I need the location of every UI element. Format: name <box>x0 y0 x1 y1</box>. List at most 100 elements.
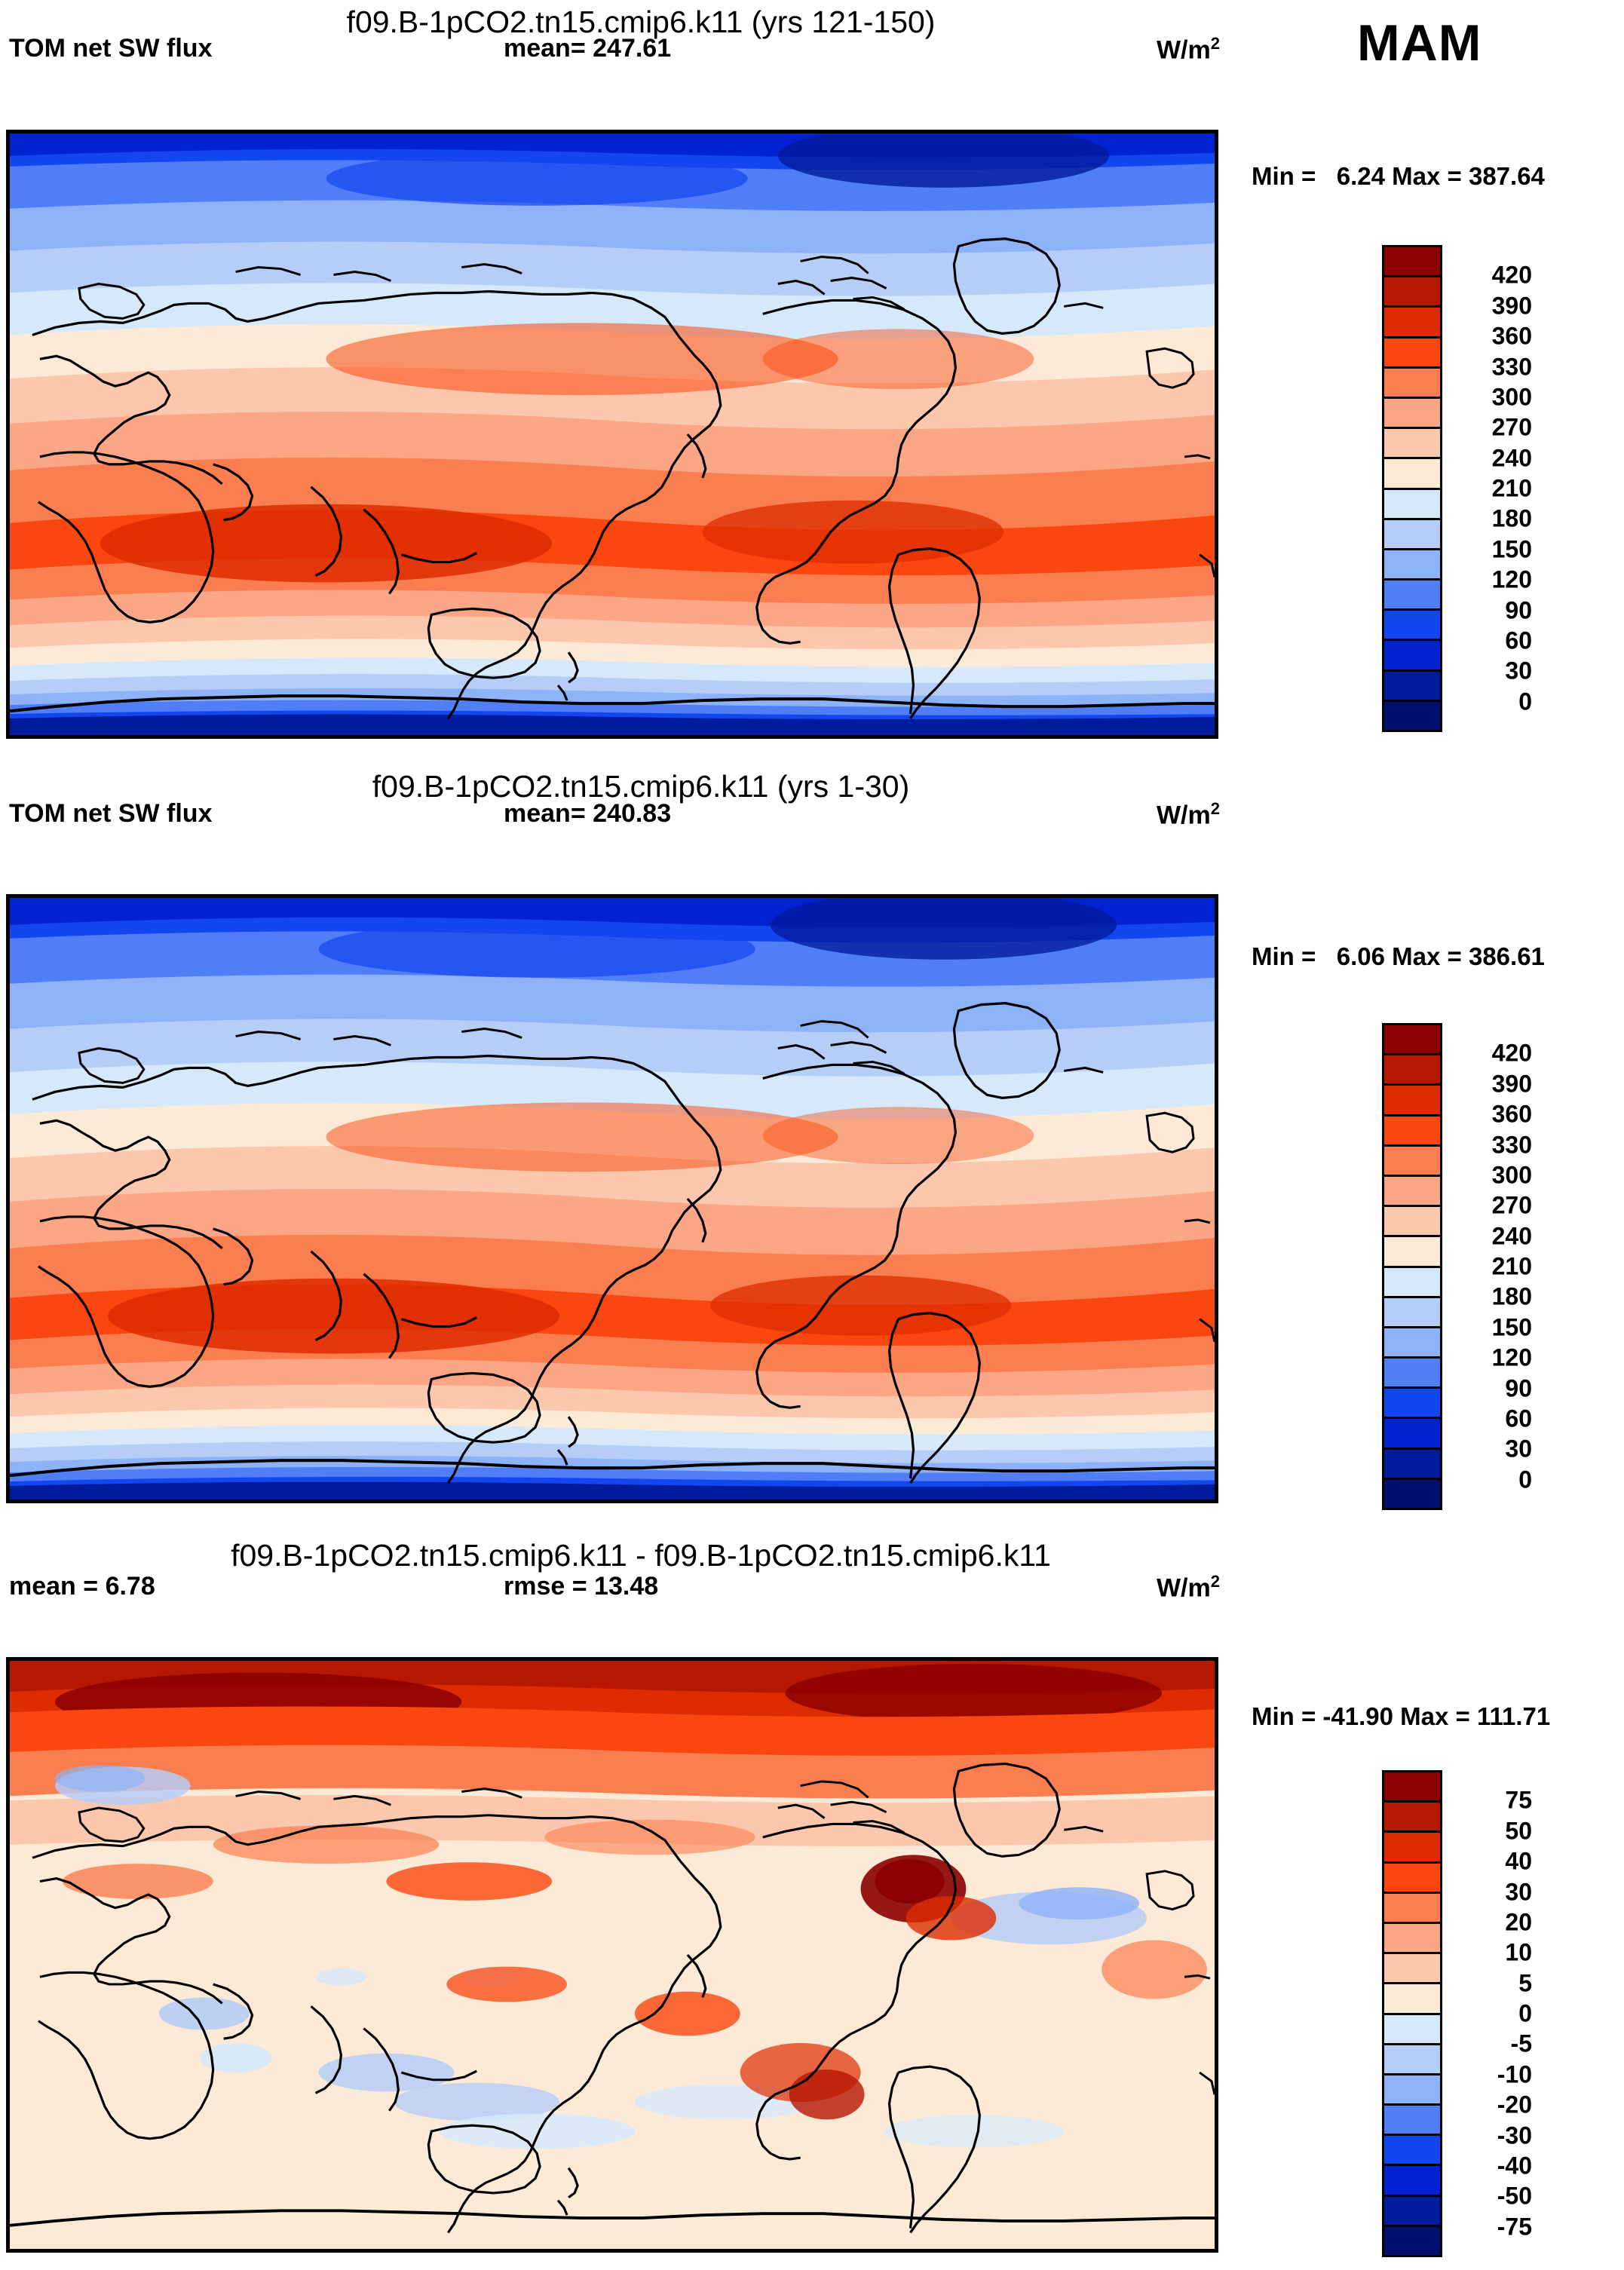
colorbar-swatch <box>1384 1449 1440 1480</box>
colorbar-tick-label: 10 <box>1505 1938 1532 1966</box>
colorbar-swatch <box>1384 429 1440 460</box>
colorbar-swatch <box>1384 581 1440 611</box>
colorbar-tick-label: 20 <box>1505 1908 1532 1936</box>
colorbar-swatch <box>1384 338 1440 369</box>
panel-1-contours <box>10 133 1215 735</box>
panel-3-units-label: W/m2 <box>1156 1572 1220 1603</box>
colorbar-swatch <box>1384 641 1440 672</box>
colorbar-swatch <box>1384 1146 1440 1177</box>
colorbar-tick-label: 75 <box>1505 1786 1532 1814</box>
colorbar-swatch <box>1384 368 1440 399</box>
colorbar-tick-label: -30 <box>1497 2121 1532 2149</box>
colorbar-tick-label: 300 <box>1491 383 1532 411</box>
colorbar-swatch <box>1384 1116 1440 1147</box>
panel-3-contours <box>10 1661 1215 2249</box>
colorbar-tick-label: 390 <box>1491 1070 1532 1098</box>
panel-1-field-label: TOM net SW flux <box>9 34 213 63</box>
colorbar-tick-label: 40 <box>1505 1847 1532 1875</box>
colorbar-swatch <box>1384 1419 1440 1450</box>
colorbar-swatch <box>1384 1833 1440 1864</box>
colorbar-swatch <box>1384 1328 1440 1359</box>
colorbar-swatch <box>1384 1479 1440 1508</box>
colorbar-tick-label: 360 <box>1491 1100 1532 1128</box>
colorbar-swatch <box>1384 2106 1440 2137</box>
colorbar-tick-label: 180 <box>1491 504 1532 532</box>
colorbar-tick-label: 90 <box>1505 596 1532 623</box>
colorbar-swatch <box>1384 277 1440 308</box>
colorbar-tick-label: -40 <box>1497 2152 1532 2180</box>
panel-1-title: f09.B-1pCO2.tn15.cmip6.k11 (yrs 121-150) <box>346 5 936 39</box>
panel-1-minmax: Min = 6.24 Max = 387.64 <box>1252 162 1545 190</box>
panel-3-colorbar <box>1382 1770 1442 2257</box>
colorbar-tick-label: -75 <box>1497 2213 1532 2241</box>
panel-2-colorbar <box>1382 1023 1442 1510</box>
colorbar-swatch <box>1384 611 1440 642</box>
colorbar-tick-label: 90 <box>1505 1374 1532 1402</box>
colorbar-swatch <box>1384 1237 1440 1268</box>
colorbar-swatch <box>1384 1984 1440 2015</box>
colorbar-tick-label: 60 <box>1505 1405 1532 1432</box>
colorbar-tick-label: -5 <box>1510 2030 1532 2057</box>
colorbar-swatch <box>1384 1086 1440 1117</box>
colorbar-tick-label: 180 <box>1491 1282 1532 1310</box>
panel-1-units-label: W/m2 <box>1156 34 1220 65</box>
colorbar-swatch <box>1384 308 1440 339</box>
colorbar-swatch <box>1384 1772 1440 1803</box>
colorbar-swatch <box>1384 489 1440 520</box>
season-label: MAM <box>1357 14 1482 72</box>
colorbar-swatch <box>1384 2196 1440 2227</box>
colorbar-swatch <box>1384 2136 1440 2167</box>
panel-1-colorbar-labels: 420 390 360 330 300 270 240 210 180 150 120 90 60 30 0 <box>1449 245 1540 728</box>
panel-3-colorbar-labels: 75 50 40 30 20 10 5 0 -5 -10 -20 -30 -40 -50 -75 <box>1449 1770 1540 2253</box>
colorbar-tick-label: 30 <box>1505 657 1532 685</box>
panel-1-map-canvas <box>10 133 1215 735</box>
colorbar-swatch <box>1384 1803 1440 1833</box>
panel-3-title: f09.B-1pCO2.tn15.cmip6.k11 - f09.B-1pCO2… <box>231 1538 1051 1573</box>
panel-2-units-label: W/m2 <box>1156 799 1220 830</box>
panel-3-map-canvas <box>10 1661 1215 2249</box>
panel-1-map <box>6 130 1218 739</box>
colorbar-tick-label: 390 <box>1491 292 1532 320</box>
panel-1-colorbar <box>1382 245 1442 732</box>
colorbar-tick-label: 5 <box>1518 1969 1532 1997</box>
colorbar-swatch <box>1384 1954 1440 1985</box>
colorbar-tick-label: 330 <box>1491 1131 1532 1158</box>
panel-2-colorbar-labels: 420 390 360 330 300 270 240 210 180 150 120 90 60 30 0 <box>1449 1023 1540 1506</box>
panel-3-sublabels: mean = 6.78 rmse = 13.48 W/m2 <box>6 1572 1227 1604</box>
colorbar-tick-label: 420 <box>1491 1039 1532 1067</box>
colorbar-swatch <box>1384 1176 1440 1208</box>
colorbar-tick-label: 240 <box>1491 1222 1532 1250</box>
colorbar-swatch <box>1384 2014 1440 2045</box>
panel-2-contours <box>10 898 1215 1500</box>
colorbar-tick-label: 330 <box>1491 353 1532 380</box>
colorbar-tick-label: 270 <box>1491 413 1532 441</box>
colorbar-swatch <box>1384 2045 1440 2075</box>
colorbar-swatch <box>1384 701 1440 730</box>
colorbar-swatch <box>1384 671 1440 702</box>
colorbar-swatch <box>1384 519 1440 550</box>
panel-1-mean-label: mean= 247.61 <box>504 34 672 63</box>
colorbar-tick-label: 0 <box>1518 1466 1532 1493</box>
colorbar-swatch <box>1384 1267 1440 1298</box>
colorbar-tick-label: -50 <box>1497 2182 1532 2210</box>
colorbar-tick-label: 30 <box>1505 1878 1532 1905</box>
colorbar-tick-label: 300 <box>1491 1161 1532 1189</box>
panel-3-map <box>6 1657 1218 2253</box>
panel-1-sublabels: TOM net SW flux mean= 247.61 W/m2 <box>6 34 1227 66</box>
panel-2-mean-label: mean= 240.83 <box>504 799 672 828</box>
colorbar-swatch <box>1384 1893 1440 1924</box>
panel-2-title: f09.B-1pCO2.tn15.cmip6.k11 (yrs 1-30) <box>372 769 910 804</box>
colorbar-tick-label: 0 <box>1518 688 1532 715</box>
colorbar-tick-label: 0 <box>1518 1999 1532 2027</box>
colorbar-swatch <box>1384 550 1440 581</box>
colorbar-tick-label: 270 <box>1491 1191 1532 1219</box>
colorbar-swatch <box>1384 1359 1440 1389</box>
colorbar-tick-label: 50 <box>1505 1817 1532 1845</box>
colorbar-tick-label: 240 <box>1491 444 1532 472</box>
colorbar-tick-label: -20 <box>1497 2091 1532 2118</box>
colorbar-tick-label: 60 <box>1505 626 1532 654</box>
panel-2-map <box>6 894 1218 1503</box>
panel-3-mean-label: mean = 6.78 <box>9 1572 155 1601</box>
colorbar-swatch <box>1384 398 1440 430</box>
colorbar-swatch <box>1384 1207 1440 1238</box>
